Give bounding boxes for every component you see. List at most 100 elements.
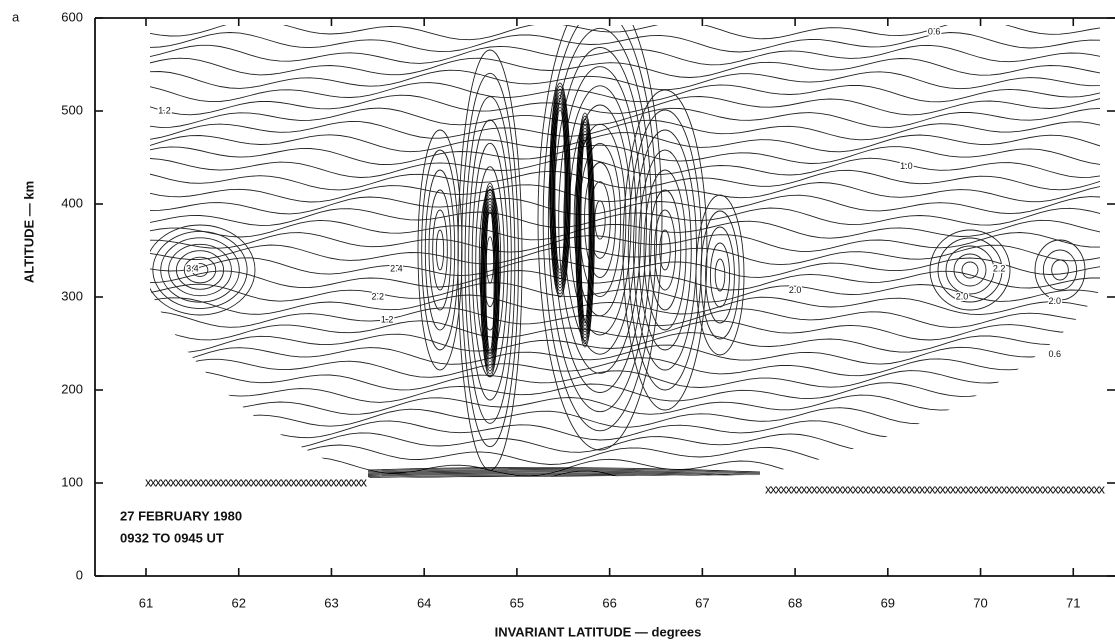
contour-line (643, 169, 687, 331)
contour-line (150, 107, 1100, 128)
contour-line (461, 72, 519, 448)
baseline-marks: xxxxxxxxxxxxxxxxxxxxxxxxxxxxxxxxxxxxxxxx… (765, 481, 1106, 496)
contour-line (150, 207, 1100, 228)
contour-line (150, 44, 1100, 66)
contour-line (150, 219, 1100, 241)
contour-line (432, 209, 448, 291)
contour-line (633, 129, 697, 371)
x-tick-label: 69 (881, 595, 895, 610)
contour-line (421, 149, 459, 351)
contour-line (428, 189, 452, 311)
contour-line (558, 66, 642, 374)
dense-contour (367, 475, 761, 478)
dense-contour (549, 85, 571, 295)
contour-field (150, 25, 1100, 486)
contour-line (945, 245, 995, 295)
dense-contour (554, 109, 566, 271)
contour-line (417, 129, 463, 371)
x-tick-label: 71 (1066, 595, 1080, 610)
dense-contour (578, 130, 592, 330)
contour-line (542, 25, 658, 432)
y-tick-label: 100 (61, 474, 83, 489)
dense-contour (367, 471, 761, 477)
contour-label: 2.2 (993, 263, 1006, 273)
dense-contour (367, 476, 761, 478)
contour-line (584, 162, 616, 278)
panel-label: a (12, 9, 20, 24)
contour-line (150, 69, 1100, 91)
dense-contour (480, 185, 500, 375)
contour-line (1042, 249, 1078, 291)
contour-label: 1.2 (381, 315, 394, 325)
dense-contour (481, 188, 499, 372)
dense-contour (367, 470, 761, 476)
dense-contour (368, 481, 760, 486)
contour-line (150, 57, 1100, 78)
contour-label: 2.0 (1048, 296, 1061, 306)
contour-line (537, 25, 663, 451)
contour-line (191, 263, 209, 277)
contour-line (705, 226, 735, 324)
contour-line (638, 149, 692, 351)
dense-contour (549, 82, 571, 298)
y-tick-label: 300 (61, 288, 83, 303)
contour-line (468, 119, 512, 401)
contour-line (150, 307, 1100, 328)
baseline-marks: xxxxxxxxxxxxxxxxxxxxxxxxxxxxxxxxxxxxxxxx… (145, 474, 368, 489)
x-tick-label: 65 (510, 595, 524, 610)
contour-line (478, 189, 502, 331)
contour-label: 0.6 (1048, 349, 1061, 359)
dense-contour (580, 139, 590, 321)
dense-contour (550, 88, 570, 292)
contour-label: 0.6 (928, 26, 941, 36)
annotation: 0932 TO 0945 UT (120, 530, 224, 545)
x-axis-label: INVARIANT LATITUDE — degrees (495, 624, 702, 639)
dense-contour (577, 124, 593, 336)
contour-line (937, 237, 1003, 303)
dense-contour (485, 209, 495, 351)
contour-line (183, 256, 217, 284)
y-tick-label: 0 (76, 567, 83, 582)
dense-contour (576, 118, 594, 342)
dense-contour (483, 200, 497, 360)
contour-line (150, 169, 1100, 191)
annotation: 27 FEBRUARY 1980 (120, 508, 242, 523)
contour-label: 2.4 (390, 263, 403, 273)
contour-line (150, 332, 1100, 353)
contour-line (150, 157, 1100, 178)
contour-line (435, 229, 445, 271)
x-tick-label: 61 (139, 595, 153, 610)
contour-label: 2.0 (956, 291, 969, 301)
contour-line (953, 253, 987, 287)
x-tick-label: 67 (695, 595, 709, 610)
dense-contour (580, 136, 590, 324)
dense-contour (551, 91, 569, 289)
contour-label: 1.2 (158, 105, 171, 115)
contour-line (424, 169, 456, 331)
contour-line (700, 210, 740, 340)
contour-line (622, 89, 708, 411)
y-axis-label: ALTITUDE — km (21, 181, 36, 283)
contour-line (150, 94, 1100, 116)
contour-line (594, 200, 606, 240)
dense-contour (367, 469, 761, 475)
dense-contour (485, 206, 495, 354)
dense-contour (554, 106, 566, 274)
dense-contour (367, 467, 761, 473)
dense-contour (552, 100, 568, 280)
dense-contour (575, 115, 595, 345)
dense-contour (368, 478, 760, 483)
contour-line (150, 320, 1100, 341)
contour-line (150, 244, 1100, 266)
contour-line (578, 142, 622, 298)
y-tick-label: 400 (61, 195, 83, 210)
contour-line (695, 194, 745, 356)
contour-label: 1.0 (900, 161, 913, 171)
contour-line (150, 132, 1100, 153)
x-tick-label: 66 (602, 595, 616, 610)
contour-line (627, 109, 703, 391)
contour-line (160, 237, 240, 303)
x-tick-label: 64 (417, 595, 431, 610)
x-tick-label: 62 (231, 595, 245, 610)
